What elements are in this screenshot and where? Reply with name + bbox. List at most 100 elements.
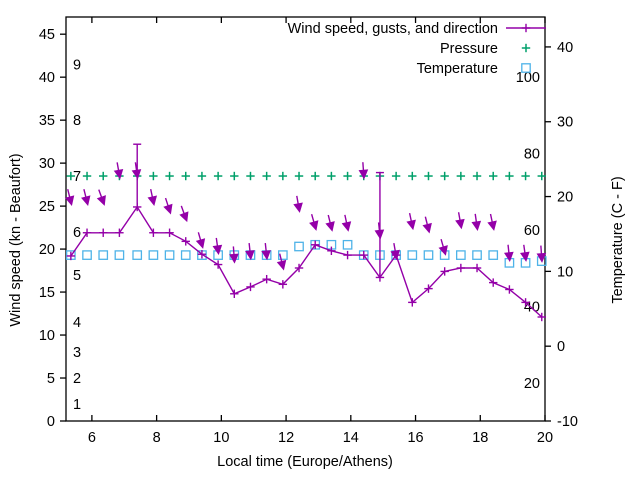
square-marker	[148, 250, 159, 260]
wind-direction-arrow	[487, 213, 497, 231]
wind-direction-arrow	[341, 214, 352, 232]
square-marker	[423, 250, 434, 260]
y-tick-label: 5	[47, 371, 55, 387]
arrow-head	[358, 169, 369, 180]
x-axis-title: Local time (Europe/Athens)	[217, 454, 393, 470]
y-axis-title: Wind speed (kn - Beaufort)	[8, 153, 24, 326]
square-marker	[294, 241, 304, 252]
wind-direction-arrow	[520, 244, 530, 262]
wind-direction-arrow	[147, 188, 158, 207]
x-axis-ticks: 6 8 10 12 14 16 18 20	[88, 17, 553, 446]
wind-direction-arrows	[64, 162, 547, 271]
y2-tick-label: 20	[557, 190, 573, 206]
wind-direction-arrow	[504, 244, 514, 262]
series-wind-speed	[66, 143, 546, 322]
y2-tick-label: 0	[557, 339, 565, 355]
wind-direction-arrow	[81, 189, 91, 206]
wind-direction-arrow	[390, 243, 400, 261]
beaufort-label: 9	[73, 57, 81, 73]
arrow-head	[163, 203, 173, 215]
fahrenheit-label: 60	[524, 223, 540, 239]
square-marker	[180, 250, 191, 260]
y2-tick-label: 30	[557, 115, 573, 131]
square-marker	[277, 250, 288, 260]
arrow-head	[374, 229, 385, 240]
y-tick-label: 25	[39, 199, 55, 215]
y-tick-label: 35	[39, 113, 55, 129]
arrow-head	[504, 251, 514, 262]
arrow-head	[293, 202, 303, 213]
y2-axis-title: Temperature (C - F)	[610, 176, 626, 303]
wind-direction-arrow	[422, 216, 432, 234]
square-marker	[98, 250, 109, 260]
x-tick-label: 16	[407, 430, 423, 446]
legend-label-2: Temperature	[417, 61, 498, 77]
arrow-head	[276, 259, 287, 271]
wind-direction-arrow	[276, 253, 287, 271]
beaufort-label: 8	[73, 113, 81, 129]
square-marker	[132, 250, 143, 260]
legend-label-1: Pressure	[440, 41, 498, 57]
wind-direction-arrow	[113, 162, 124, 180]
wind-direction-arrow	[325, 214, 335, 232]
beaufort-label: 5	[73, 268, 81, 284]
y-tick-label: 40	[39, 70, 55, 86]
y-tick-label: 15	[39, 285, 55, 301]
arrow-head	[131, 169, 142, 180]
plot-frame	[65, 16, 546, 422]
wind-direction-arrow	[163, 197, 173, 215]
x-tick-label: 10	[213, 430, 229, 446]
y2-tick-label: 10	[557, 264, 573, 280]
beaufort-label: 4	[73, 315, 81, 331]
arrow-head	[341, 221, 352, 232]
arrow-head	[536, 252, 547, 263]
arrow-head	[81, 195, 91, 206]
y-tick-label: 0	[47, 414, 55, 430]
beaufort-label: 7	[73, 169, 81, 185]
arrow-head	[520, 251, 530, 262]
fahrenheit-label: 20	[524, 376, 540, 392]
square-marker	[472, 250, 482, 260]
wind-direction-arrow	[455, 212, 465, 230]
square-marker	[114, 250, 125, 260]
arrow-head	[96, 195, 106, 206]
x-tick-label: 18	[472, 430, 488, 446]
arrow-head	[309, 220, 319, 231]
wind-direction-arrow	[179, 205, 189, 223]
fahrenheit-label: 80	[524, 147, 540, 163]
beaufort-label: 2	[73, 371, 81, 387]
square-marker	[342, 239, 353, 250]
arrow-head	[325, 221, 335, 232]
beaufort-label: 3	[73, 345, 81, 361]
square-marker	[82, 250, 92, 260]
x-tick-label: 20	[537, 430, 553, 446]
arrow-head	[261, 250, 271, 261]
arrow-head	[390, 249, 400, 261]
arrow-head	[229, 253, 239, 264]
arrow-head	[212, 244, 223, 256]
square-marker	[456, 250, 466, 260]
arrow-head	[471, 220, 482, 231]
wind-direction-arrow	[64, 189, 75, 206]
arrow-head	[406, 219, 416, 231]
wind-direction-arrow	[195, 232, 206, 249]
x-tick-label: 14	[343, 430, 359, 446]
arrow-head	[438, 245, 448, 256]
wind-direction-arrow	[358, 162, 369, 180]
y2-tick-label: -10	[557, 414, 578, 430]
wind-direction-arrow	[536, 245, 547, 263]
y-tick-label: 10	[39, 328, 55, 344]
y-tick-label: 45	[39, 27, 55, 43]
y2-axis-ticks: -10 0 10 20 30 40	[545, 40, 578, 430]
arrow-head	[179, 211, 189, 223]
y-tick-label: 20	[39, 242, 55, 258]
beaufort-labels: 1 2 3 4 5 6 7 8 9	[73, 57, 81, 413]
arrow-head	[245, 250, 255, 261]
wind-direction-arrow	[438, 238, 448, 256]
square-marker	[488, 250, 499, 260]
square-marker	[407, 250, 418, 260]
beaufort-label: 1	[73, 397, 81, 413]
arrow-head	[487, 220, 497, 231]
